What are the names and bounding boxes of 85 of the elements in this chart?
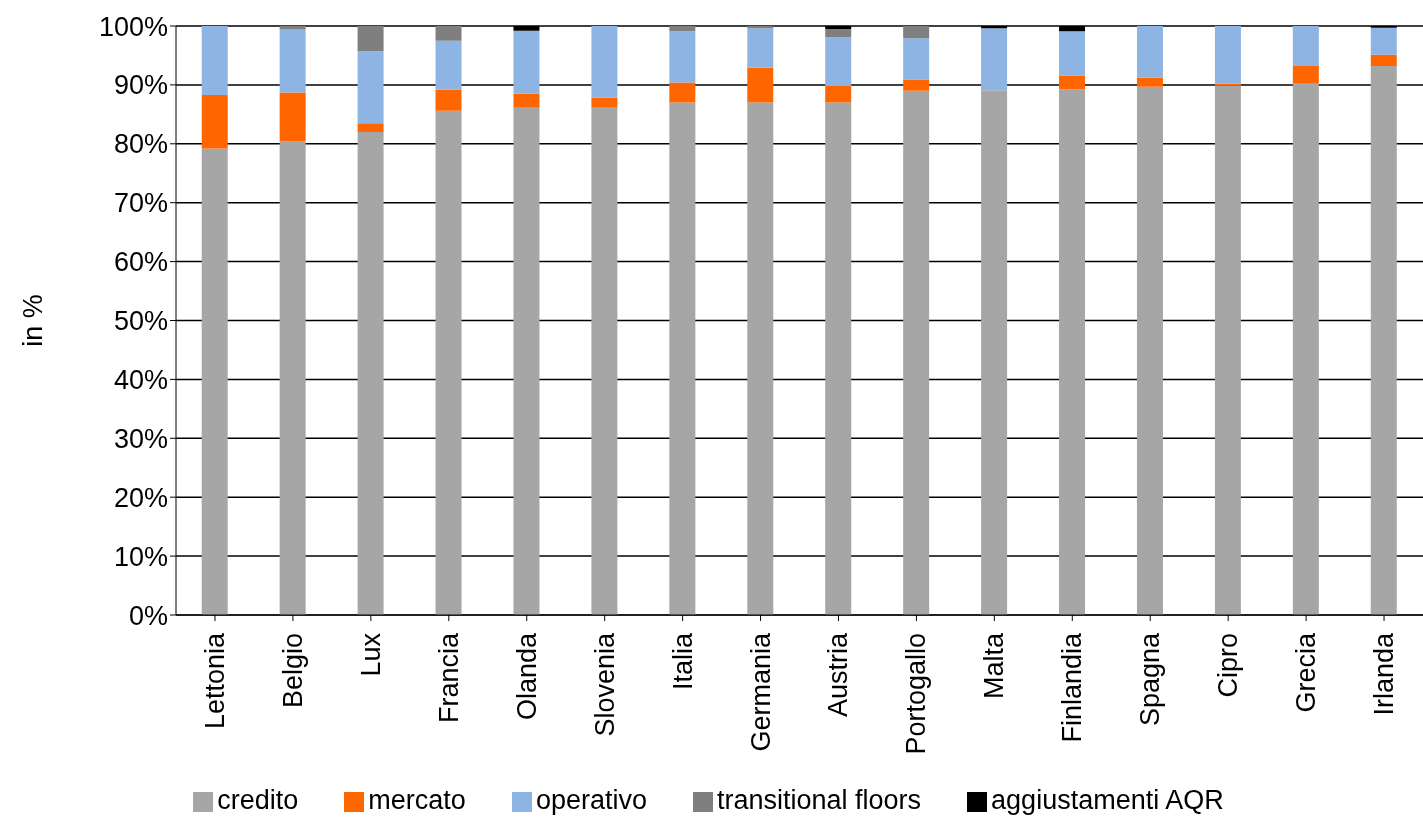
x-tick-label: Germania: [745, 632, 776, 752]
bar: [279, 141, 306, 615]
x-tick-label: Italia: [667, 632, 698, 691]
bar: [669, 31, 696, 83]
bar: [981, 28, 1008, 91]
y-tick-label: 40%: [113, 364, 168, 395]
bar: [1136, 86, 1163, 615]
bar: [279, 92, 306, 142]
x-tick-label: Olanda: [511, 632, 542, 721]
bar: [591, 107, 618, 615]
bar: [201, 26, 228, 95]
x-tick-label: Cipro: [1213, 633, 1244, 698]
y-tick-label: 90%: [113, 70, 168, 101]
x-tick-label: Spagna: [1135, 632, 1166, 727]
bar: [1292, 83, 1319, 615]
bar: [357, 123, 384, 133]
bar: [903, 79, 930, 91]
x-tick-label: Irlanda: [1369, 632, 1400, 716]
y-tick-label: 70%: [113, 188, 168, 219]
x-tick-label: Portogallo: [901, 633, 932, 755]
x-tick-label: Lux: [355, 632, 386, 677]
legend-label: transitional floors: [716, 785, 922, 815]
y-tick-label: 10%: [113, 541, 168, 572]
bar: [201, 94, 228, 149]
x-tick-label: Austria: [823, 632, 854, 718]
bar: [435, 40, 462, 90]
legend-label: mercato: [368, 785, 466, 815]
bar: [435, 110, 462, 615]
legend-label: operativo: [535, 785, 647, 815]
x-tick-label: Finlandia: [1057, 632, 1088, 743]
bar: [435, 89, 462, 111]
bar: [1370, 66, 1397, 615]
bar: [747, 28, 774, 68]
bar: [201, 148, 228, 615]
bar: [825, 28, 852, 38]
legend-label: aggiustamenti AQR: [991, 785, 1224, 815]
bar: [903, 90, 930, 615]
y-tick-label: 80%: [113, 129, 168, 160]
x-tick-label: Grecia: [1291, 632, 1322, 713]
bar: [279, 29, 306, 93]
bar: [1370, 27, 1397, 55]
bar: [1136, 26, 1163, 78]
x-tick-label: Lettonia: [199, 632, 230, 730]
bar: [591, 97, 618, 108]
bar: [1370, 54, 1397, 67]
bar: [669, 102, 696, 615]
bar: [513, 30, 540, 94]
bar: [669, 26, 696, 32]
bar: [1059, 31, 1086, 76]
bar: [357, 51, 384, 124]
bar: [825, 86, 852, 103]
bar: [825, 102, 852, 615]
bar: [903, 26, 930, 39]
bar: [591, 26, 618, 98]
bar: [1214, 26, 1241, 84]
bar: [435, 26, 462, 41]
y-axis-title: in %: [17, 294, 48, 347]
bar: [981, 90, 1008, 615]
x-tick-label: Francia: [433, 632, 464, 724]
bar: [513, 93, 540, 108]
bar: [357, 26, 384, 52]
bar: [1059, 89, 1086, 615]
bar: [1292, 66, 1319, 84]
x-tick-label: Malta: [979, 632, 1010, 700]
y-tick-label: 0%: [128, 600, 168, 631]
bar: [669, 82, 696, 103]
x-tick-label: Belgio: [277, 633, 308, 709]
bar: [747, 67, 774, 103]
bar: [279, 26, 306, 30]
x-tick-label: Slovenia: [589, 632, 620, 737]
bar: [1214, 85, 1241, 615]
y-tick-label: 20%: [113, 482, 168, 513]
bar: [1059, 75, 1086, 90]
bar: [825, 37, 852, 87]
y-tick-label: 30%: [113, 423, 168, 454]
y-tick-label: 100%: [98, 11, 168, 42]
legend-label: credito: [217, 785, 299, 815]
bar: [357, 132, 384, 615]
bar: [903, 38, 930, 80]
y-tick-label: 60%: [113, 247, 168, 278]
y-tick-label: 50%: [113, 306, 168, 337]
bar: [513, 107, 540, 615]
bar: [1292, 26, 1319, 67]
bar: [747, 102, 774, 615]
bar: [1136, 77, 1163, 87]
